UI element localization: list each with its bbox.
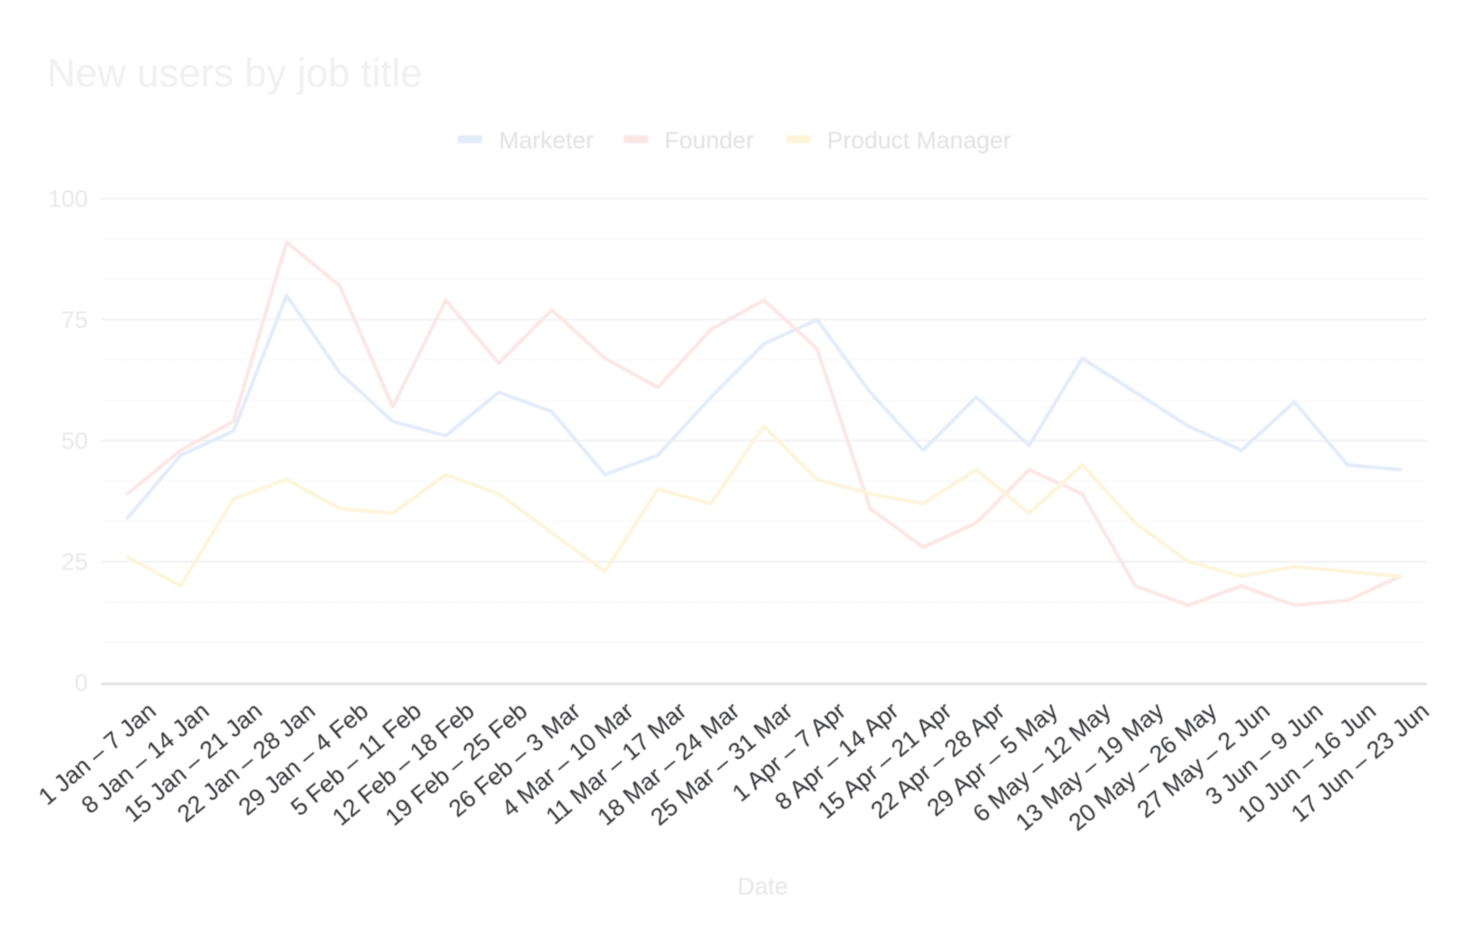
svg-text:0: 0 [75, 670, 88, 697]
svg-text:New users by job title: New users by job title [47, 52, 422, 96]
svg-text:25: 25 [61, 549, 88, 576]
svg-text:75: 75 [61, 307, 88, 334]
svg-text:Date: Date [737, 874, 788, 901]
svg-text:Marketer: Marketer [499, 128, 594, 155]
svg-text:50: 50 [61, 428, 88, 455]
svg-text:Product Manager: Product Manager [827, 128, 1011, 155]
svg-text:Founder: Founder [665, 128, 754, 155]
svg-text:100: 100 [48, 186, 88, 213]
